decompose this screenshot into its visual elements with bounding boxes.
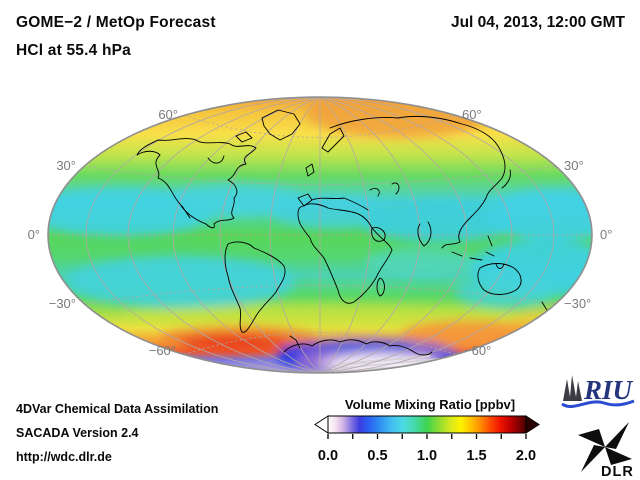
riu-logo: RIU xyxy=(561,375,635,409)
lat-label: −60° xyxy=(149,343,176,358)
page-subtitle: HCl at 55.4 hPa xyxy=(16,42,131,59)
footer-assimilation: 4DVar Chemical Data Assimilation xyxy=(16,402,219,416)
dlr-text: DLR xyxy=(601,464,634,479)
colorbar: Volume Mixing Ratio [ppbv] xyxy=(314,397,546,466)
colorbar-tick-label: 1.0 xyxy=(416,448,438,464)
colorbar-tick-label: 0.0 xyxy=(317,448,339,464)
dlr-emblem-icon xyxy=(578,422,632,472)
colorbar-scale xyxy=(314,415,540,439)
lat-label: 60° xyxy=(158,107,178,122)
lat-label: −30° xyxy=(564,296,591,311)
colorbar-left-arrow xyxy=(314,415,329,434)
colorbar-ticks xyxy=(327,434,527,439)
riu-wave-icon xyxy=(561,399,635,409)
colorbar-right-arrow xyxy=(525,415,540,434)
lat-label: 30° xyxy=(564,158,584,173)
footer-url: http://wdc.dlr.de xyxy=(16,450,112,464)
latitude-labels: 60° 30° 0° −30° −60° 60° 30° 0° −30° −60… xyxy=(28,107,613,358)
page-title: GOME−2 / MetOp Forecast xyxy=(16,14,216,31)
lat-label: −60° xyxy=(464,343,491,358)
vmr-field xyxy=(48,97,592,373)
graticule xyxy=(48,96,592,374)
colorbar-tick-label: 0.5 xyxy=(367,448,388,464)
timestamp: Jul 04, 2013, 12:00 GMT xyxy=(450,14,625,31)
colorbar-title: Volume Mixing Ratio [ppbv] xyxy=(344,397,516,412)
colorbar-tick-label: 1.5 xyxy=(466,448,487,464)
riu-text: RIU xyxy=(583,375,634,405)
lat-label: 30° xyxy=(56,158,76,173)
colorbar-labels: 0.0 0.5 1.0 1.5 2.0 xyxy=(314,448,546,466)
coastlines xyxy=(136,109,549,356)
lat-label: 0° xyxy=(600,227,612,242)
footer-version: SACADA Version 2.4 xyxy=(16,426,139,440)
riu-cathedral-icon xyxy=(563,375,582,401)
lat-label: 60° xyxy=(462,107,482,122)
globe-outline xyxy=(47,96,593,374)
colorbar-tick-label: 2.0 xyxy=(515,448,537,464)
lat-label: −30° xyxy=(49,296,76,311)
dlr-logo: DLR xyxy=(578,422,634,479)
lat-label: 0° xyxy=(28,227,40,242)
